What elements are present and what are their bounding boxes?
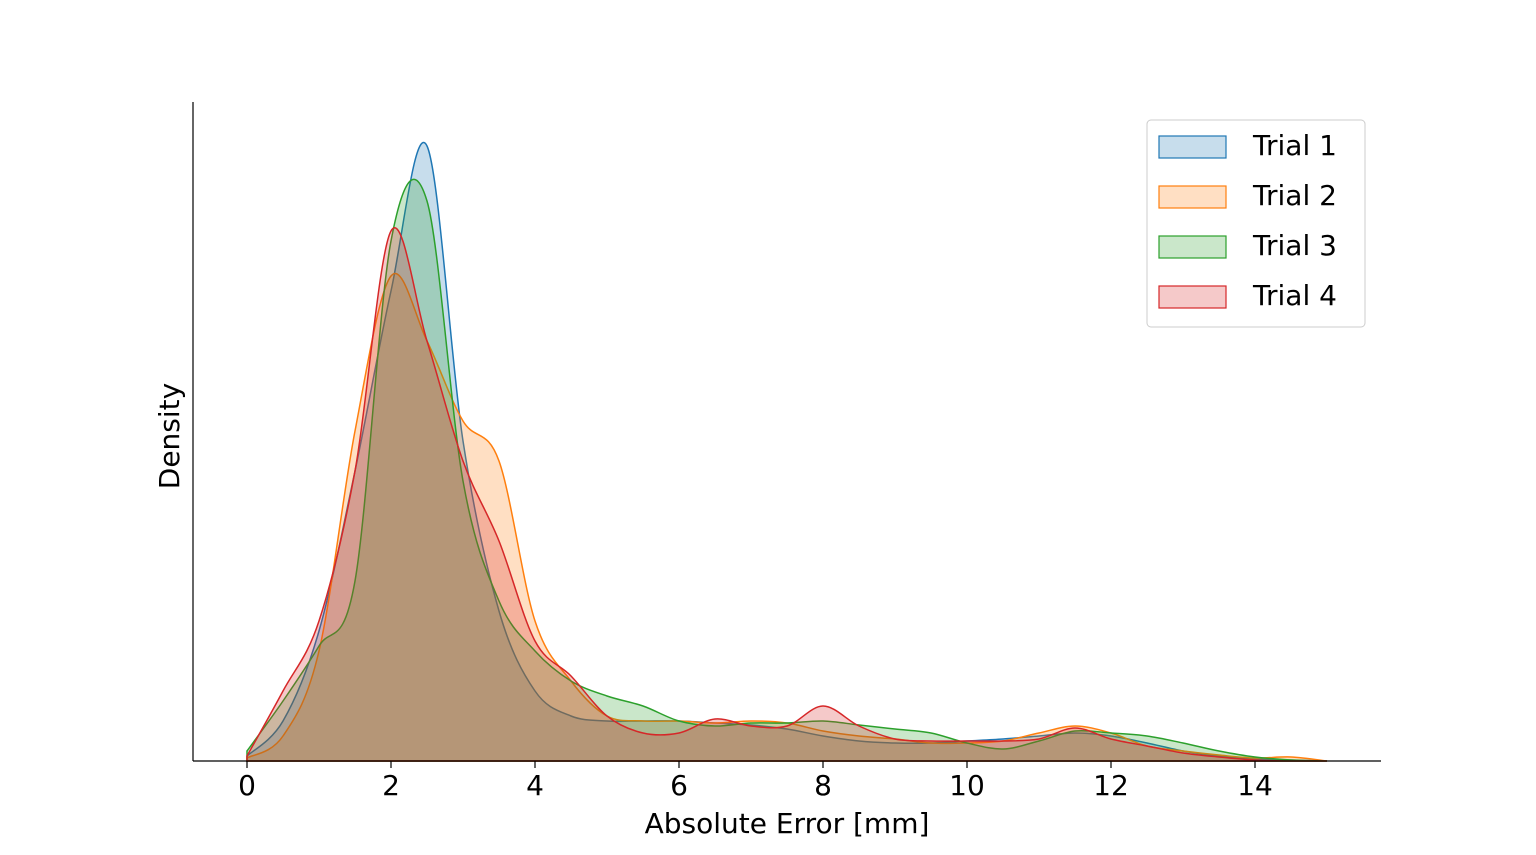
x-tick-label: 4 xyxy=(526,769,544,802)
legend-label: Trial 4 xyxy=(1252,279,1337,312)
legend-swatch xyxy=(1158,185,1227,209)
x-tick-label: 12 xyxy=(1093,769,1129,802)
x-axis-label: Absolute Error [mm] xyxy=(645,807,930,840)
density-area xyxy=(246,272,1328,762)
x-tick-label: 14 xyxy=(1237,769,1273,802)
legend-swatch xyxy=(1158,285,1227,309)
legend-box xyxy=(1146,119,1366,328)
x-tick-label: 2 xyxy=(382,769,400,802)
legend-label: Trial 3 xyxy=(1252,229,1337,262)
legend-swatch xyxy=(1158,135,1227,159)
x-tick-label: 8 xyxy=(814,769,832,802)
legend-label: Trial 2 xyxy=(1252,179,1337,212)
density-area xyxy=(246,178,1328,762)
x-tick-label: 10 xyxy=(949,769,985,802)
density-area xyxy=(246,227,1327,762)
x-tick-label: 0 xyxy=(238,769,256,802)
legend-label: Trial 1 xyxy=(1252,129,1337,162)
legend-swatch xyxy=(1158,235,1227,259)
y-axis-label: Density xyxy=(153,383,186,489)
x-tick-label: 6 xyxy=(670,769,688,802)
